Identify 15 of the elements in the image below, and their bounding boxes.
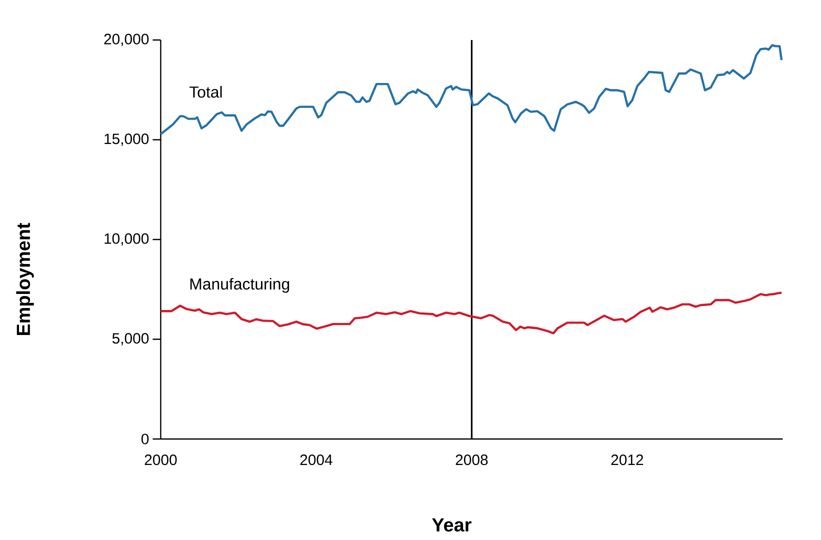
line-series [160,44,783,136]
y-tick-label: 20,000 [104,34,149,46]
x-tick-label: 2012 [611,454,644,466]
x-tick-label: 2008 [456,454,488,466]
x-tick-label: 2000 [144,454,177,466]
x-axis-title: Year [432,518,472,532]
x-tick-label: 2004 [300,454,332,466]
series-label: Total [189,86,222,98]
y-tick-label: 0 [141,434,149,444]
y-tick-label: 15,000 [104,134,149,146]
y-tick-label: 10,000 [104,233,149,246]
line-series [160,292,783,334]
y-axis-title: Employment [16,222,34,336]
y-tick-label: 5,000 [112,333,149,346]
series-label: Manufacturing [190,278,290,293]
